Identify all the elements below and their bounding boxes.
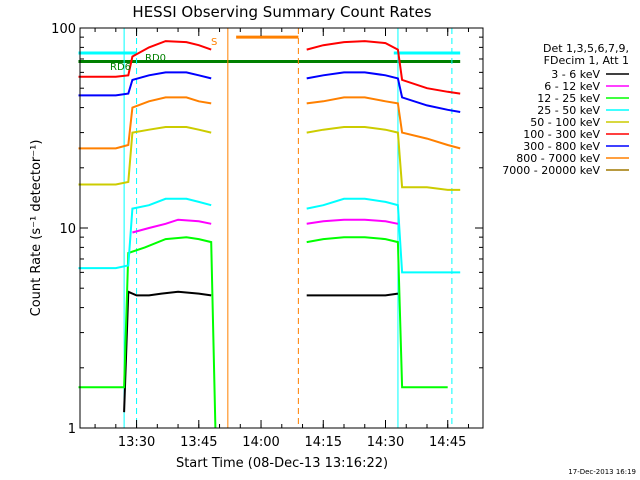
y-axis-label: Count Rate (s⁻¹ detector⁻¹) <box>29 140 44 317</box>
legend: Det 1,3,5,6,7,9,FDecim 1, Att 13 - 6 keV… <box>502 42 629 177</box>
legend-label-8: 7000 - 20000 keV <box>502 164 600 177</box>
legend-label-7: 800 - 7000 keV <box>516 152 600 165</box>
x-axis: 13:30 13:45 14:00 14:15 14:30 14:45 <box>94 28 469 450</box>
x-tick-label-5: 14:45 <box>429 435 466 450</box>
series-line-5 <box>78 40 461 95</box>
series-line-1 <box>132 218 399 234</box>
legend-label-2: 12 - 25 keV <box>537 92 600 105</box>
x-axis-label: Start Time (08-Dec-13 13:16:22) <box>176 456 388 471</box>
y-tick-label-1: 10 <box>59 222 76 237</box>
x-tick-label-0: 13:30 <box>118 435 155 450</box>
series-line-6 <box>78 71 461 113</box>
y-tick-label-0: 1 <box>68 422 76 437</box>
annotation-2: S <box>211 37 217 48</box>
x-tick-label-2: 14:00 <box>242 435 279 450</box>
series-line-0 <box>123 290 399 413</box>
annotations: RD6 RD0 S <box>110 37 217 73</box>
legend-label-6: 300 - 800 keV <box>523 140 600 153</box>
legend-label-3: 25 - 50 keV <box>537 104 600 117</box>
annotation-0: RD6 <box>110 62 131 73</box>
plot-area <box>78 28 461 429</box>
legend-header-0: Det 1,3,5,6,7,9, <box>543 42 629 55</box>
series-line-7 <box>78 96 461 150</box>
series-line-2 <box>78 236 448 429</box>
series-line-3 <box>78 197 461 274</box>
timestamp: 17-Dec-2013 16:19 <box>568 468 636 476</box>
x-tick-label-1: 13:45 <box>180 435 217 450</box>
x-tick-label-4: 14:30 <box>367 435 404 450</box>
x-tick-label-3: 14:15 <box>305 435 342 450</box>
legend-label-1: 6 - 12 keV <box>544 80 600 93</box>
chart-title: HESSI Observing Summary Count Rates <box>132 3 431 21</box>
annotation-1: RD0 <box>145 53 166 64</box>
y-axis: 1 10 100 <box>51 22 483 437</box>
legend-label-0: 3 - 6 keV <box>551 68 600 81</box>
legend-label-5: 100 - 300 keV <box>523 128 600 141</box>
plot-frame <box>79 27 484 429</box>
series-line-4 <box>78 126 461 191</box>
legend-header-1: FDecim 1, Att 1 <box>544 54 629 67</box>
legend-label-4: 50 - 100 keV <box>530 116 600 129</box>
y-tick-label-2: 100 <box>51 22 76 37</box>
